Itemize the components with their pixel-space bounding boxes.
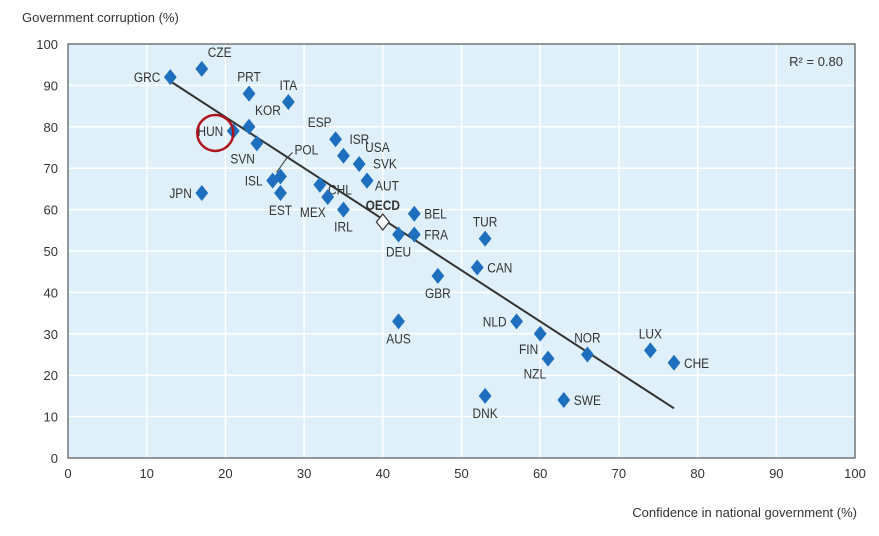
data-point-nzl [541, 350, 555, 367]
x-tick-label: 20 [218, 466, 232, 481]
data-point-ita [281, 93, 295, 110]
highlight-circle [196, 113, 235, 153]
x-tick-label: 70 [612, 466, 626, 481]
y-tick-label: 30 [44, 327, 58, 342]
data-point-tur [478, 230, 492, 247]
point-label: IRL [334, 219, 353, 235]
point-label: SVK [373, 156, 397, 172]
point-label: KOR [255, 102, 281, 118]
data-point-nor [581, 346, 594, 363]
x-tick-label: 60 [533, 466, 547, 481]
data-point-aut [360, 172, 374, 189]
point-label: CAN [487, 260, 512, 276]
x-tick-label: 30 [297, 466, 311, 481]
point-label: PRT [237, 69, 261, 85]
point-label: BEL [424, 206, 446, 222]
x-tick-label: 90 [769, 466, 783, 481]
point-label: DNK [473, 405, 498, 421]
point-label: FIN [519, 341, 538, 357]
point-label: SVN [230, 150, 254, 166]
data-point-aus [392, 313, 405, 330]
data-point-grc [163, 69, 177, 86]
x-tick-label: 0 [64, 466, 71, 481]
data-point-isl [266, 172, 280, 189]
point-label: GBR [425, 285, 451, 301]
x-tick-label: 40 [376, 466, 390, 481]
data-point-chl [313, 176, 327, 193]
data-point-kor [242, 118, 256, 135]
point-label: NZL [524, 366, 546, 382]
y-tick-label: 0 [51, 451, 58, 466]
y-tick-label: 90 [44, 78, 58, 93]
data-point-esp [329, 131, 342, 148]
y-tick-label: 70 [44, 161, 58, 176]
point-label: AUS [386, 330, 411, 346]
data-point-est [274, 185, 287, 202]
data-point-lux [643, 342, 657, 359]
point-label: POL [294, 142, 318, 158]
point-label: ITA [280, 77, 298, 93]
data-point-deu [392, 226, 405, 243]
point-label: AUT [375, 178, 399, 194]
point-label: CHL [328, 182, 352, 198]
point-label: JPN [169, 185, 191, 201]
y-tick-label: 100 [36, 37, 58, 52]
data-point-fra [407, 226, 421, 243]
y-tick-label: 80 [44, 120, 58, 135]
data-point-fin [533, 325, 547, 342]
data-point-che [667, 354, 681, 371]
x-tick-label: 50 [454, 466, 468, 481]
point-label: DEU [386, 244, 411, 260]
data-point-jpn [195, 185, 209, 202]
point-label: OECD [366, 197, 400, 213]
y-tick-label: 40 [44, 285, 58, 300]
point-label: FRA [424, 227, 448, 243]
point-label: SWE [574, 392, 601, 408]
point-label: ESP [308, 114, 332, 130]
plot-border [67, 43, 856, 459]
point-label: ISR [349, 131, 369, 147]
point-label: HUN [197, 123, 223, 139]
data-point-irl [337, 201, 350, 218]
data-point-bel [407, 205, 421, 222]
point-label: ISL [245, 173, 263, 189]
data-point-prt [242, 85, 256, 102]
point-label: EST [269, 202, 292, 218]
y-tick-label: 20 [44, 368, 58, 383]
point-label: TUR [473, 214, 497, 230]
point-label: MEX [300, 204, 326, 220]
data-point-oecd [375, 213, 390, 231]
data-point-svn [250, 135, 264, 152]
data-point-can [470, 259, 484, 276]
y-tick-label: 60 [44, 203, 58, 218]
leader-line [276, 152, 293, 173]
y-tick-label: 10 [44, 410, 58, 425]
data-point-swe [557, 392, 571, 409]
data-point-cze [195, 60, 209, 77]
data-point-nld [510, 313, 523, 330]
y-tick-label: 50 [44, 244, 58, 259]
x-tick-label: 80 [690, 466, 704, 481]
data-point-isr [337, 147, 350, 164]
x-tick-label: 10 [139, 466, 153, 481]
point-label: GRC [134, 69, 160, 85]
point-label: CHE [684, 355, 709, 371]
point-label: CZE [208, 44, 232, 60]
point-label: USA [365, 139, 390, 155]
data-point-gbr [431, 267, 445, 284]
r-squared-annotation: R² = 0.80 [789, 54, 843, 69]
x-axis-label: Confidence in national government (%) [632, 505, 857, 520]
point-label: LUX [639, 325, 662, 341]
point-label: NLD [483, 313, 507, 329]
point-label: NOR [574, 330, 600, 346]
x-tick-label: 100 [844, 466, 866, 481]
data-point-dnk [478, 387, 492, 404]
data-point-usa [352, 156, 366, 173]
data-point-mex [321, 189, 335, 206]
y-axis-label: Government corruption (%) [22, 10, 179, 25]
